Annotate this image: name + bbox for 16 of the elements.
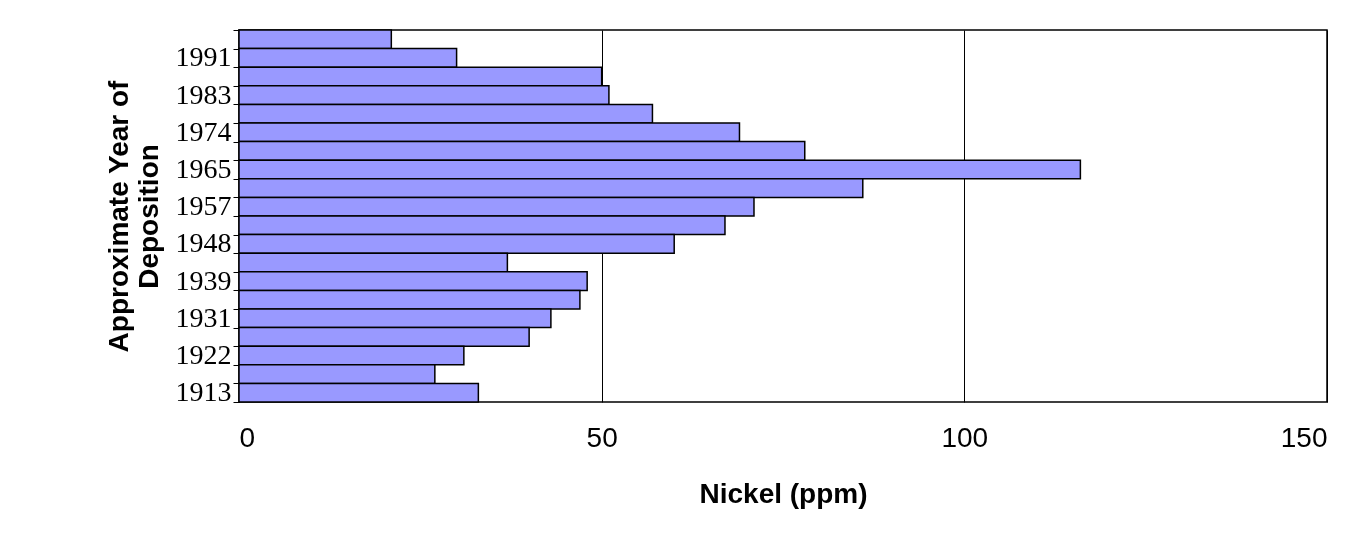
y-tick-label: 1948 [175,227,232,259]
y-tick-label: 1957 [175,190,232,222]
y-tick-label: 1913 [175,376,232,408]
x-tick-label: 150 [1280,421,1328,453]
y-tick-label: 1974 [175,115,232,147]
x-tick-label: 100 [941,421,989,453]
x-tick-label: 50 [586,421,618,453]
y-tick-label: 1965 [175,153,232,184]
y-tick-label: 1983 [175,78,232,110]
y-tick-label: 1939 [175,264,232,296]
y-axis-title: Approximate Year of Deposition [102,79,164,353]
y-tick-label: 1931 [175,301,232,333]
x-tick-label: 0 [239,421,256,453]
x-axis-title: Nickel (ppm) [699,477,868,509]
y-tick-label: 1922 [175,339,232,370]
y-tick-label: 1991 [175,41,232,73]
